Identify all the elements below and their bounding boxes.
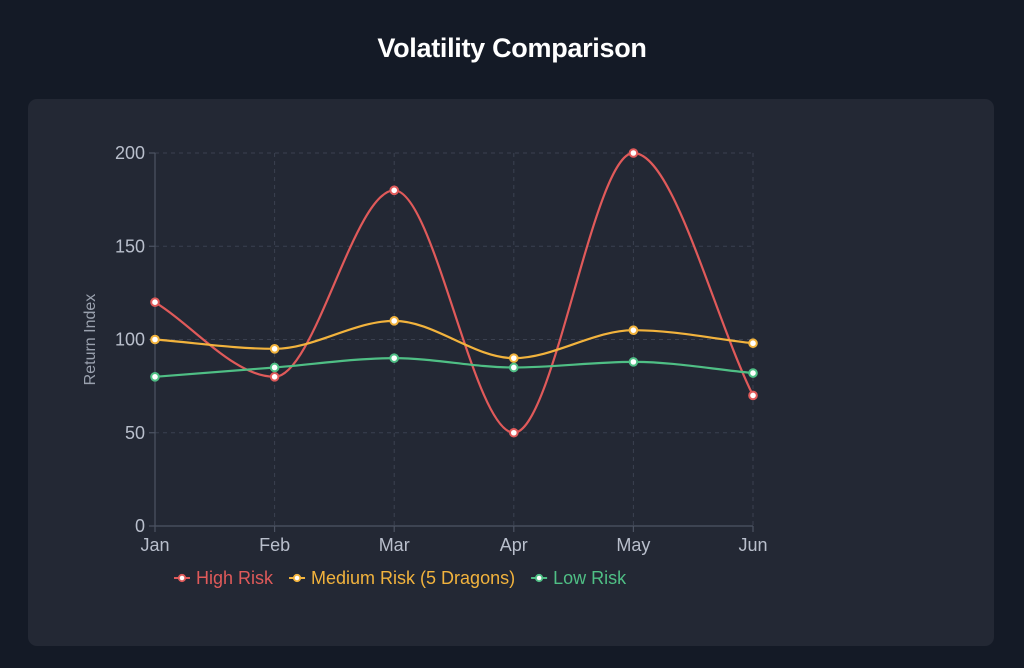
data-point[interactable]	[509, 353, 519, 363]
legend-swatch-point	[177, 573, 187, 583]
data-point[interactable]	[628, 148, 639, 158]
chart-card	[28, 99, 994, 646]
data-point[interactable]	[269, 372, 280, 382]
y-tick-labels: 0 50 100 150 200	[115, 143, 145, 536]
y-tick-label: 50	[125, 423, 145, 443]
data-point[interactable]	[628, 325, 639, 335]
data-point[interactable]	[389, 353, 400, 363]
legend-item[interactable]: Medium Risk (5 Dragons)	[289, 568, 515, 588]
x-tick-labels: Jan Feb Mar Apr May Jun	[140, 535, 767, 555]
data-point[interactable]	[269, 344, 280, 354]
series-low-risk	[150, 353, 758, 382]
legend-swatch-point	[534, 573, 544, 583]
data-point[interactable]	[748, 338, 758, 349]
data-point[interactable]	[509, 427, 519, 438]
data-point[interactable]	[509, 362, 519, 373]
series-line	[154, 151, 754, 434]
series-line	[154, 357, 754, 378]
legend-item[interactable]: High Risk	[174, 568, 274, 588]
y-tick-label: 200	[115, 143, 145, 163]
x-tick-label: May	[616, 535, 650, 555]
y-tick-label: 100	[115, 330, 145, 350]
legend: High Risk Medium Risk (5 Dragons) Low Risk	[174, 568, 627, 588]
legend-label: High Risk	[196, 568, 274, 588]
x-tick-label: Jan	[140, 535, 169, 555]
data-point[interactable]	[150, 334, 160, 345]
data-point[interactable]	[748, 390, 758, 401]
series-medium-risk-5-dragons	[150, 316, 758, 363]
y-axis-title: Return Index	[82, 294, 99, 386]
data-point[interactable]	[389, 316, 400, 326]
data-point[interactable]	[628, 357, 639, 367]
y-tick-label: 150	[115, 236, 145, 256]
x-tick-label: Feb	[259, 535, 290, 555]
x-tick-label: Mar	[379, 535, 410, 555]
data-point[interactable]	[150, 372, 160, 382]
legend-label: Low Risk	[553, 568, 627, 588]
data-point[interactable]	[389, 185, 400, 196]
legend-swatch-point	[292, 573, 302, 583]
axes	[149, 152, 754, 532]
data-point[interactable]	[748, 368, 758, 378]
data-point[interactable]	[269, 362, 280, 373]
series-high-risk	[150, 148, 758, 438]
page-title: Volatility Comparison	[377, 33, 647, 63]
y-tick-label: 0	[135, 516, 145, 536]
series-line	[154, 319, 754, 360]
legend-label: Medium Risk (5 Dragons)	[311, 568, 515, 588]
x-tick-label: Jun	[738, 535, 767, 555]
series	[150, 148, 758, 438]
x-tick-label: Apr	[500, 535, 528, 555]
data-point[interactable]	[150, 297, 160, 308]
legend-item[interactable]: Low Risk	[531, 568, 627, 588]
